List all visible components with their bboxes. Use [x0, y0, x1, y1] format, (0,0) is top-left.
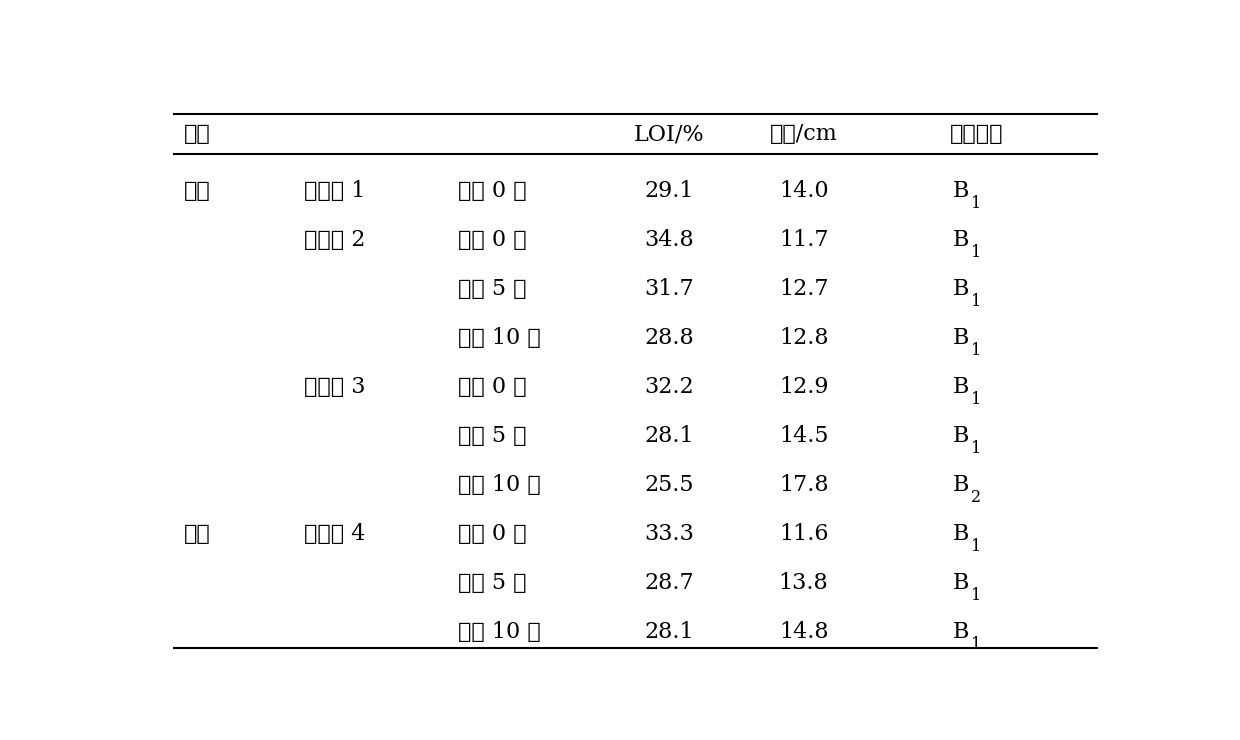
- Text: 炭长/cm: 炭长/cm: [770, 124, 837, 145]
- Text: 28.7: 28.7: [645, 572, 694, 594]
- Text: 17.8: 17.8: [779, 474, 828, 497]
- Text: 1: 1: [971, 391, 981, 408]
- Text: 14.5: 14.5: [779, 425, 828, 448]
- Text: 29.1: 29.1: [645, 181, 694, 202]
- Text: 实施例 3: 实施例 3: [304, 377, 366, 398]
- Text: 11.6: 11.6: [779, 523, 828, 545]
- Text: 实施例 1: 实施例 1: [304, 181, 366, 202]
- Text: 1: 1: [971, 636, 981, 653]
- Text: 1: 1: [971, 343, 981, 360]
- Text: 水洗 10 次: 水洗 10 次: [458, 474, 541, 497]
- Text: B: B: [952, 229, 968, 252]
- Text: 14.8: 14.8: [779, 622, 828, 643]
- Text: 28.1: 28.1: [645, 622, 694, 643]
- Text: B: B: [952, 181, 968, 202]
- Text: 水洗 5 次: 水洗 5 次: [458, 425, 526, 448]
- Text: 2: 2: [971, 489, 981, 506]
- Text: 12.7: 12.7: [779, 278, 828, 300]
- Text: 水洗 5 次: 水洗 5 次: [458, 572, 526, 594]
- Text: 33.3: 33.3: [645, 523, 694, 545]
- Text: 水洗 5 次: 水洗 5 次: [458, 278, 526, 300]
- Text: 11.7: 11.7: [779, 229, 828, 252]
- Text: 1: 1: [971, 539, 981, 556]
- Text: B: B: [952, 377, 968, 398]
- Text: 水洗 10 次: 水洗 10 次: [458, 622, 541, 643]
- Text: 1: 1: [971, 244, 981, 261]
- Text: 31.7: 31.7: [645, 278, 694, 300]
- Text: LOI/%: LOI/%: [634, 124, 704, 145]
- Text: 28.8: 28.8: [645, 327, 694, 349]
- Text: B: B: [952, 523, 968, 545]
- Text: B: B: [952, 572, 968, 594]
- Text: 25.5: 25.5: [645, 474, 694, 497]
- Text: B: B: [952, 622, 968, 643]
- Text: 实施例 2: 实施例 2: [304, 229, 366, 252]
- Text: 水洗 10 次: 水洗 10 次: [458, 327, 541, 349]
- Text: 13.8: 13.8: [779, 572, 828, 594]
- Text: B: B: [952, 425, 968, 448]
- Text: 阻燃等级: 阻燃等级: [950, 124, 1003, 145]
- Text: 羊毛: 羊毛: [184, 523, 211, 545]
- Text: 14.0: 14.0: [779, 181, 828, 202]
- Text: 32.2: 32.2: [645, 377, 694, 398]
- Text: 水洗 0 次: 水洗 0 次: [458, 181, 526, 202]
- Text: 水洗 0 次: 水洗 0 次: [458, 523, 526, 545]
- Text: 1: 1: [971, 293, 981, 310]
- Text: 12.9: 12.9: [779, 377, 828, 398]
- Text: 试样: 试样: [184, 124, 211, 145]
- Text: 实施例 4: 实施例 4: [304, 523, 366, 545]
- Text: 1: 1: [971, 588, 981, 605]
- Text: 12.8: 12.8: [779, 327, 828, 349]
- Text: 28.1: 28.1: [645, 425, 694, 448]
- Text: 34.8: 34.8: [645, 229, 694, 252]
- Text: 蚕丝: 蚕丝: [184, 181, 211, 202]
- Text: 水洗 0 次: 水洗 0 次: [458, 377, 526, 398]
- Text: 1: 1: [971, 440, 981, 457]
- Text: 1: 1: [971, 195, 981, 212]
- Text: B: B: [952, 474, 968, 497]
- Text: B: B: [952, 327, 968, 349]
- Text: B: B: [952, 278, 968, 300]
- Text: 水洗 0 次: 水洗 0 次: [458, 229, 526, 252]
